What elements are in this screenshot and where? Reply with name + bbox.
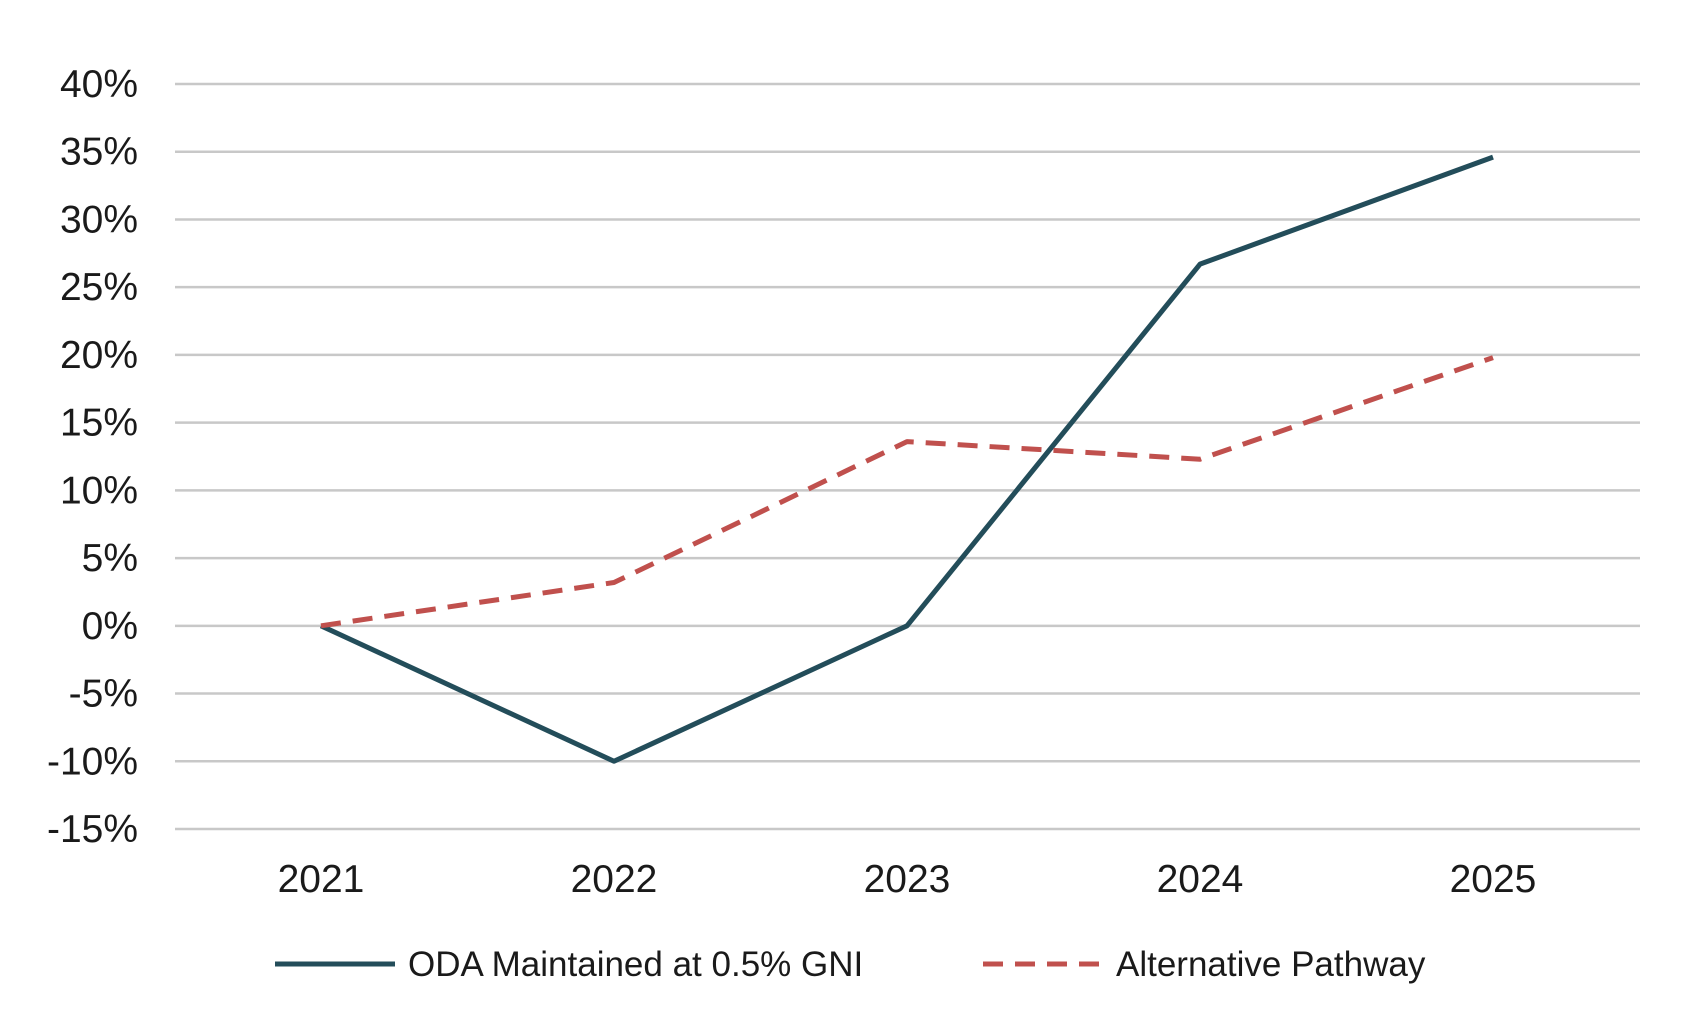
grid-lines bbox=[175, 82, 1640, 831]
x-axis-tick-labels: 2021 2022 2023 2024 2025 bbox=[278, 858, 1537, 901]
x-tick-label: 2021 bbox=[278, 858, 365, 901]
y-tick-label: 10% bbox=[60, 469, 138, 512]
series-line-1 bbox=[319, 154, 1494, 764]
y-tick-label: 20% bbox=[60, 334, 138, 377]
y-tick-label: 0% bbox=[82, 605, 138, 648]
y-tick-label: 25% bbox=[60, 266, 138, 309]
series-lines bbox=[319, 154, 1494, 764]
y-tick-label: 40% bbox=[60, 63, 138, 106]
y-tick-label: 5% bbox=[82, 537, 138, 580]
series-line-2 bbox=[320, 355, 1494, 629]
legend-label: ODA Maintained at 0.5% GNI bbox=[408, 945, 863, 984]
y-tick-label: -15% bbox=[47, 808, 138, 851]
y-tick-label: 30% bbox=[60, 198, 138, 241]
legend-label: Alternative Pathway bbox=[1116, 945, 1426, 984]
x-tick-label: 2025 bbox=[1450, 858, 1537, 901]
y-tick-label: -5% bbox=[69, 673, 138, 716]
y-tick-label: 15% bbox=[60, 402, 138, 445]
y-axis-tick-labels: -15% -10% -5% 0% 5% 10% 15% 20% 25% 30% 35% 40% bbox=[47, 63, 138, 851]
y-tick-label: -10% bbox=[47, 740, 138, 783]
y-tick-label: 35% bbox=[60, 131, 138, 174]
x-tick-label: 2022 bbox=[571, 858, 658, 901]
x-tick-label: 2024 bbox=[1157, 858, 1244, 901]
x-tick-label: 2023 bbox=[864, 858, 951, 901]
legend: ODA Maintained at 0.5% GNI Alternative Pa… bbox=[275, 945, 1426, 984]
